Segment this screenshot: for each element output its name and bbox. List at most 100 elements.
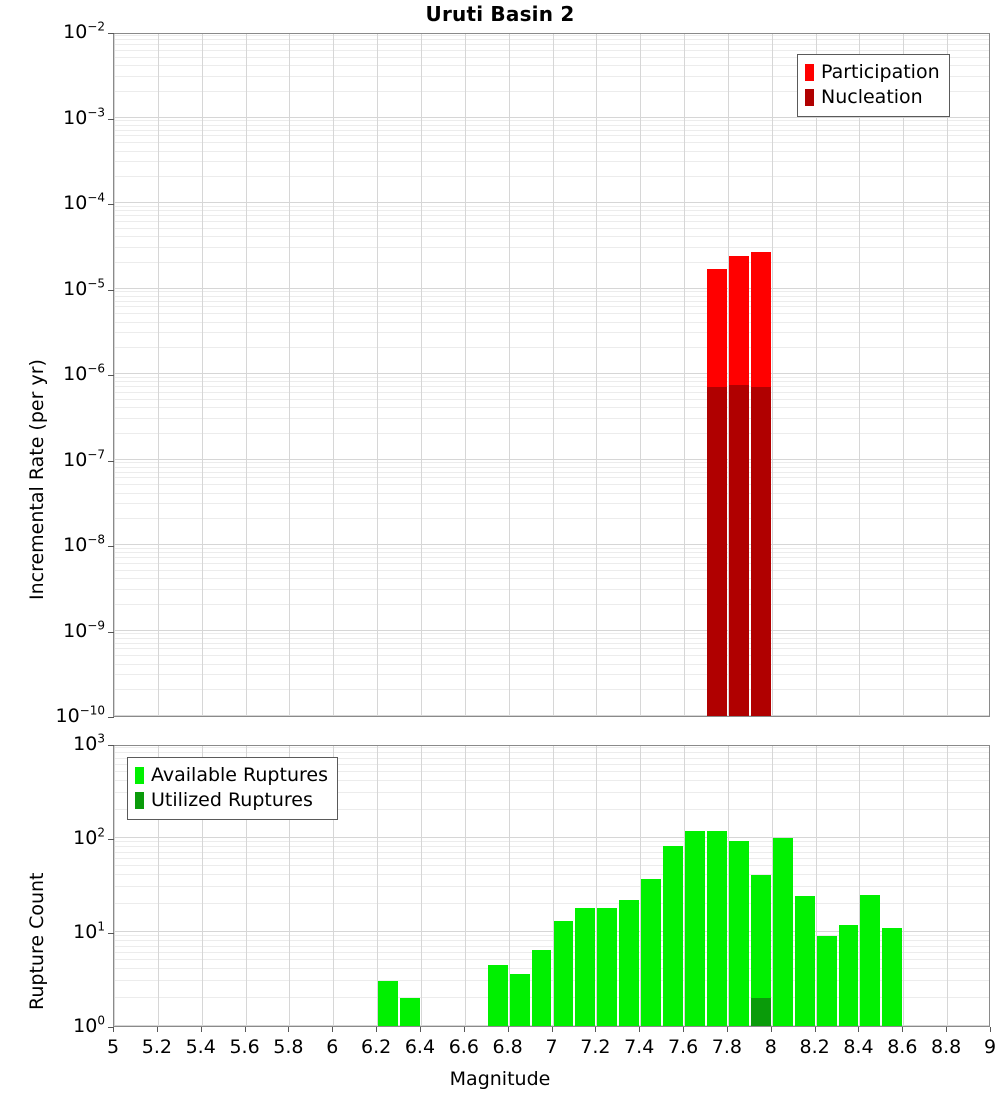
bar bbox=[378, 981, 399, 1026]
bars-rupture-count bbox=[114, 746, 989, 1026]
legend-incremental-rate: Participation Nucleation bbox=[797, 54, 950, 117]
x-axis-tick-mark bbox=[946, 1027, 948, 1032]
x-axis-tick-label: 7.6 bbox=[667, 1036, 699, 1058]
participation-swatch-icon bbox=[805, 64, 814, 81]
x-axis-tick-label: 5.8 bbox=[273, 1036, 304, 1058]
x-axis-tick-mark bbox=[858, 1027, 860, 1032]
bar bbox=[619, 899, 640, 1026]
x-axis-tick-label: 5.2 bbox=[141, 1036, 172, 1058]
x-axis-tick-label: 7.2 bbox=[580, 1036, 611, 1058]
legend-item-utilized-ruptures: Utilized Ruptures bbox=[135, 788, 328, 813]
x-axis-tick-label: 5 bbox=[106, 1036, 120, 1058]
x-axis-tick-label: 8.6 bbox=[887, 1036, 918, 1058]
x-axis-tick-mark bbox=[419, 1027, 421, 1032]
y-axis-tick-label: 102 bbox=[73, 825, 105, 849]
bar bbox=[685, 830, 705, 1026]
bar bbox=[509, 973, 530, 1026]
x-axis-tick-label: 6.8 bbox=[492, 1036, 523, 1058]
x-axis-tick-label: 7.8 bbox=[711, 1036, 742, 1058]
x-axis-tick-mark bbox=[990, 1027, 991, 1032]
x-axis-tick-mark bbox=[551, 1027, 553, 1032]
x-axis-tick-label: 8.4 bbox=[843, 1036, 874, 1058]
bar bbox=[794, 896, 815, 1026]
x-axis-tick-label: 5.6 bbox=[229, 1036, 260, 1058]
bar bbox=[487, 964, 508, 1026]
bar bbox=[838, 924, 859, 1026]
x-axis-label: Magnitude bbox=[449, 1068, 551, 1090]
x-axis-tick-mark bbox=[156, 1027, 158, 1032]
bar bbox=[531, 949, 552, 1026]
y-axis-tick-label: 10−2 bbox=[63, 19, 105, 43]
x-axis-tick-mark bbox=[244, 1027, 246, 1032]
y-axis-tick-label: 10−8 bbox=[63, 532, 105, 556]
y-axis-tick-label: 10−4 bbox=[63, 190, 105, 214]
y-axis-tick-mark bbox=[108, 631, 114, 633]
legend-item-participation: Participation bbox=[805, 60, 940, 85]
x-axis-tick-mark bbox=[639, 1027, 641, 1032]
bar bbox=[575, 908, 596, 1026]
available-ruptures-swatch-icon bbox=[135, 767, 144, 784]
x-axis-tick-mark bbox=[770, 1027, 772, 1032]
legend-item-available-ruptures: Available Ruptures bbox=[135, 763, 328, 788]
x-axis-tick-label: 6.4 bbox=[404, 1036, 436, 1058]
bar bbox=[728, 385, 749, 716]
bar bbox=[750, 387, 771, 716]
bar bbox=[750, 997, 771, 1026]
x-axis-tick-mark bbox=[683, 1027, 685, 1032]
y-axis-tick-label: 10−3 bbox=[63, 105, 105, 129]
legend-label-utilized-ruptures: Utilized Ruptures bbox=[151, 789, 313, 811]
x-axis-tick-mark bbox=[507, 1027, 509, 1032]
y-axis-tick-mark bbox=[108, 289, 114, 291]
y-axis-tick-mark bbox=[108, 717, 114, 718]
y-axis-tick-mark bbox=[108, 745, 114, 746]
legend-item-nucleation: Nucleation bbox=[805, 85, 940, 110]
bar bbox=[750, 875, 771, 1026]
bar bbox=[553, 921, 574, 1026]
x-axis-tick-label: 9 bbox=[983, 1036, 997, 1058]
x-axis-tick-mark bbox=[814, 1027, 816, 1032]
page-title: Uruti Basin 2 bbox=[425, 2, 575, 26]
y-axis-tick-label: 100 bbox=[73, 1013, 105, 1037]
x-axis-tick-label: 6 bbox=[326, 1036, 339, 1058]
y-axis-tick-label: 10−9 bbox=[63, 618, 105, 642]
x-axis-tick-mark bbox=[902, 1027, 904, 1032]
x-axis-tick-mark bbox=[595, 1027, 597, 1032]
x-axis-tick-mark bbox=[726, 1027, 728, 1032]
bar bbox=[400, 997, 420, 1026]
y-axis-tick-mark bbox=[108, 546, 114, 547]
x-axis-tick-label: 8.2 bbox=[799, 1036, 830, 1058]
y-axis-tick-mark bbox=[108, 839, 114, 840]
y-axis-tick-mark bbox=[108, 118, 114, 120]
y-axis-tick-mark bbox=[108, 933, 114, 934]
legend-rupture-count: Available Ruptures Utilized Ruptures bbox=[127, 757, 338, 820]
bar bbox=[641, 878, 662, 1026]
y-axis-tick-mark bbox=[108, 204, 114, 205]
y-axis-tick-label: 10−7 bbox=[63, 447, 105, 471]
x-axis-tick-label: 8.8 bbox=[931, 1036, 962, 1058]
bar bbox=[663, 846, 684, 1026]
x-axis-tick-label: 6.6 bbox=[448, 1036, 479, 1058]
rupture-count-plot bbox=[113, 745, 990, 1027]
x-axis-tick-mark bbox=[200, 1027, 202, 1032]
bar bbox=[882, 928, 903, 1026]
x-axis-tick-mark bbox=[288, 1027, 290, 1032]
x-axis-tick-mark bbox=[332, 1027, 334, 1032]
y-axis-tick-mark bbox=[108, 33, 114, 34]
x-axis-tick-label: 7.4 bbox=[624, 1036, 655, 1058]
y-axis-tick-mark bbox=[108, 460, 114, 462]
y-axis-tick-label: 10−10 bbox=[55, 703, 105, 727]
y-axis-tick-label: 103 bbox=[73, 731, 105, 755]
bar bbox=[706, 830, 727, 1026]
bar bbox=[597, 908, 618, 1026]
y-axis-tick-label: 101 bbox=[73, 919, 105, 943]
y-axis-tick-mark bbox=[108, 1027, 114, 1028]
y-axis-tick-label: 10−6 bbox=[63, 361, 105, 385]
bar bbox=[860, 894, 881, 1026]
utilized-ruptures-swatch-icon bbox=[135, 792, 144, 809]
legend-label-available-ruptures: Available Ruptures bbox=[151, 764, 328, 786]
bars-incremental-rate bbox=[114, 34, 989, 716]
legend-label-participation: Participation bbox=[821, 61, 940, 83]
x-axis-tick-label: 7 bbox=[545, 1036, 558, 1058]
x-axis-tick-mark bbox=[376, 1027, 378, 1032]
